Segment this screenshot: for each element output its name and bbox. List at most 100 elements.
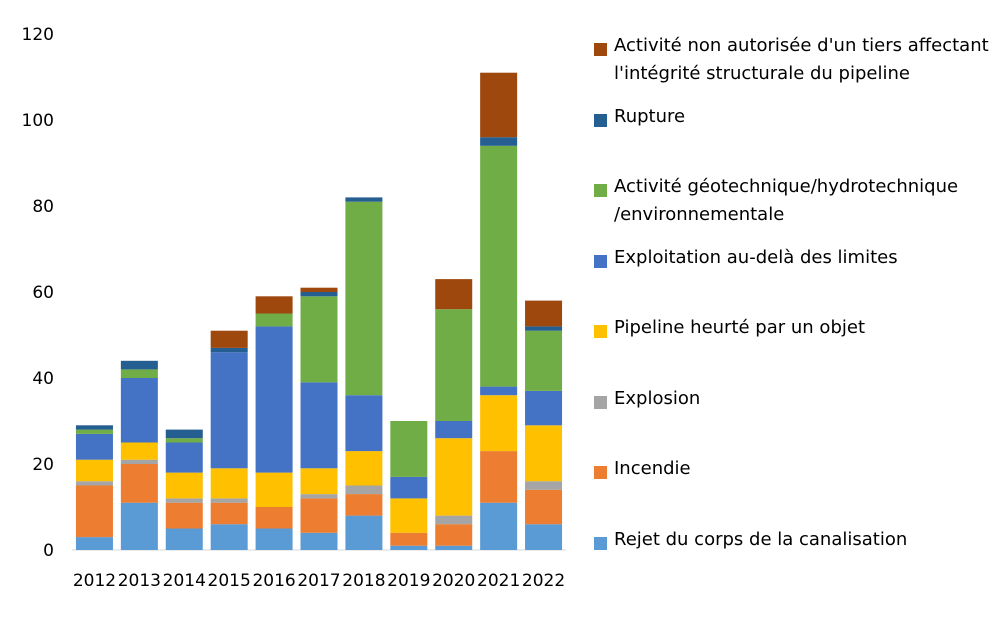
bar-segment: [165, 528, 203, 550]
bar-segment: [525, 390, 563, 426]
legend-swatch: [594, 466, 607, 479]
bar-segment: [480, 502, 518, 550]
bar-segment: [525, 524, 563, 550]
bar-segment: [165, 498, 203, 503]
bar-segment: [525, 300, 563, 327]
bar-segment: [75, 425, 113, 430]
bar-segment: [120, 459, 158, 464]
bar-segment: [390, 498, 428, 533]
bar-segment: [210, 347, 248, 353]
x-tick-label: 2012: [73, 571, 116, 591]
x-tick-label: 2019: [387, 571, 430, 591]
bar-segment: [480, 395, 518, 452]
bar-segment: [525, 326, 563, 331]
y-tick-label: 40: [32, 369, 54, 389]
y-tick-label: 120: [22, 25, 54, 45]
legend-label: Activité géotechnique/hydrotechnique /en…: [614, 176, 959, 225]
bar-segment: [435, 515, 473, 525]
bar-segment: [120, 369, 158, 378]
bar-segment: [210, 330, 248, 348]
bar-segment: [75, 433, 113, 460]
y-tick-label: 20: [32, 455, 54, 475]
bar-segment: [525, 330, 563, 391]
x-tick-label: 2016: [252, 571, 295, 591]
legend-swatch: [594, 254, 607, 268]
bar-segment: [525, 481, 563, 490]
bar-segment: [300, 382, 338, 469]
bar-segment: [390, 532, 428, 546]
bar-segment: [210, 468, 248, 499]
bar-segment: [435, 438, 473, 516]
bar-segment: [435, 545, 473, 550]
bar-segment: [525, 489, 563, 525]
bar-segment: [435, 309, 473, 421]
bar-segment: [480, 451, 518, 503]
bar-segment: [345, 197, 383, 202]
legend-label: Explosion: [614, 387, 701, 409]
legend-swatch: [594, 43, 607, 56]
bar-segment: [255, 472, 293, 507]
legend-swatch: [594, 113, 607, 127]
bar-segment: [210, 352, 248, 469]
bar-segment: [345, 485, 383, 495]
bar-segment: [165, 472, 203, 499]
x-tick-label: 2020: [432, 571, 475, 591]
y-tick-label: 100: [22, 111, 54, 131]
bar-segment: [300, 532, 338, 550]
bar-segment: [480, 145, 518, 387]
bar-segment: [300, 292, 338, 297]
bar-segment: [300, 498, 338, 533]
legend-label: Incendie: [614, 458, 691, 479]
bar-segment: [345, 494, 383, 516]
bar-segment: [75, 459, 113, 482]
bar-segment: [255, 507, 293, 529]
x-tick-label: 2018: [342, 571, 385, 591]
bar-segment: [165, 429, 203, 439]
x-tick-label: 2022: [522, 571, 565, 591]
legend-label: Rupture: [614, 105, 686, 127]
bar-segment: [75, 537, 113, 550]
x-tick-label: 2013: [118, 571, 161, 591]
x-tick-label: 2021: [477, 571, 520, 591]
bar-segment: [390, 421, 428, 477]
bar-segment: [300, 468, 338, 495]
bar-segment: [345, 451, 383, 486]
x-tick-label: 2015: [208, 571, 251, 591]
legend-label: Rejet du corps de la canalisation: [614, 528, 908, 550]
bar-segment: [210, 502, 248, 525]
bar-segment: [300, 287, 338, 292]
legend-label: Pipeline heurté par un objet: [614, 317, 865, 338]
bar-segment: [345, 395, 383, 452]
bar-segment: [165, 502, 203, 529]
bar-segment: [255, 528, 293, 550]
legend-swatch: [594, 325, 607, 338]
bars: [75, 72, 563, 550]
bar-segment: [210, 524, 248, 550]
legend-swatch: [594, 184, 607, 197]
bar-segment: [120, 464, 158, 503]
bar-segment: [75, 485, 113, 538]
bar-segment: [120, 378, 158, 443]
bar-segment: [390, 545, 428, 550]
bar-segment: [390, 476, 428, 499]
bar-segment: [120, 442, 158, 460]
bar-segment: [345, 515, 383, 550]
bar-segment: [435, 279, 473, 310]
legend-label: Exploitation au-delà des limites: [614, 246, 898, 268]
bar-segment: [120, 502, 158, 550]
bar-segment: [480, 72, 518, 138]
bar-segment: [480, 137, 518, 146]
bar-segment: [165, 438, 203, 443]
bar-segment: [210, 498, 248, 503]
bar-segment: [525, 425, 563, 482]
legend-label: Activité non autorisée d'un tiers affect…: [614, 35, 989, 84]
x-tick-label: 2014: [163, 571, 206, 591]
bar-segment: [435, 524, 473, 546]
bar-segment: [255, 296, 293, 314]
legend-swatch: [594, 536, 607, 550]
bar-segment: [480, 386, 518, 396]
bar-segment: [165, 442, 203, 473]
y-axis: 0 20 40 60 80 100 120: [22, 25, 54, 561]
bar-segment: [75, 429, 113, 434]
